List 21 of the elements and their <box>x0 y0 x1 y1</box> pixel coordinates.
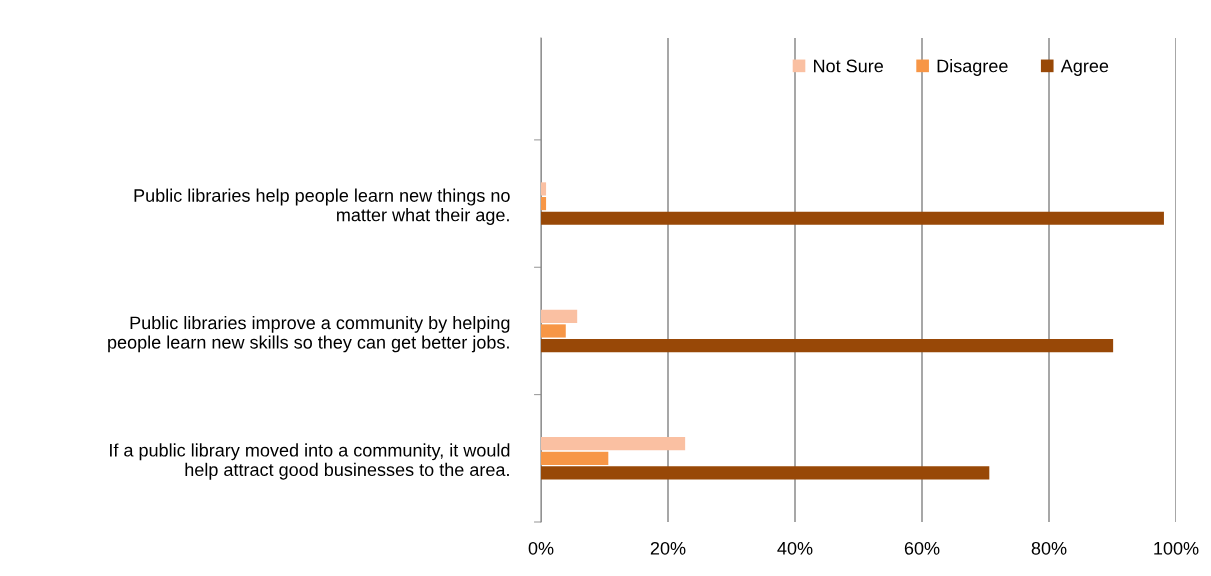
bar <box>541 196 547 211</box>
y-tick-label: If a public library moved into a community, it would help attract good businesses to the area. <box>110 443 510 480</box>
bar <box>541 466 990 480</box>
x-tick-label: 100% <box>1154 541 1199 555</box>
x-tick-label: 80% <box>1031 541 1067 555</box>
bar <box>541 309 578 323</box>
bar <box>541 182 547 196</box>
x-tick-label: 0% <box>528 541 554 555</box>
legend-label: Agree <box>1060 59 1109 76</box>
y-tick-label: Public libraries improve a community by helping people learn new skills so they can get better jobs. <box>108 315 510 353</box>
bar <box>541 451 609 465</box>
bar <box>541 339 1114 353</box>
legend-label: Not Sure <box>814 59 883 73</box>
legend-label: Disagree <box>937 59 1008 76</box>
x-tick-label: 40% <box>777 541 813 555</box>
bar <box>541 437 686 451</box>
bar <box>541 211 1164 225</box>
y-tick-label: Public libraries help people learn new things no matter what their age. <box>134 188 510 225</box>
bar <box>541 324 566 338</box>
x-tick-label: 20% <box>650 541 686 555</box>
x-tick-label: 60% <box>904 541 940 555</box>
